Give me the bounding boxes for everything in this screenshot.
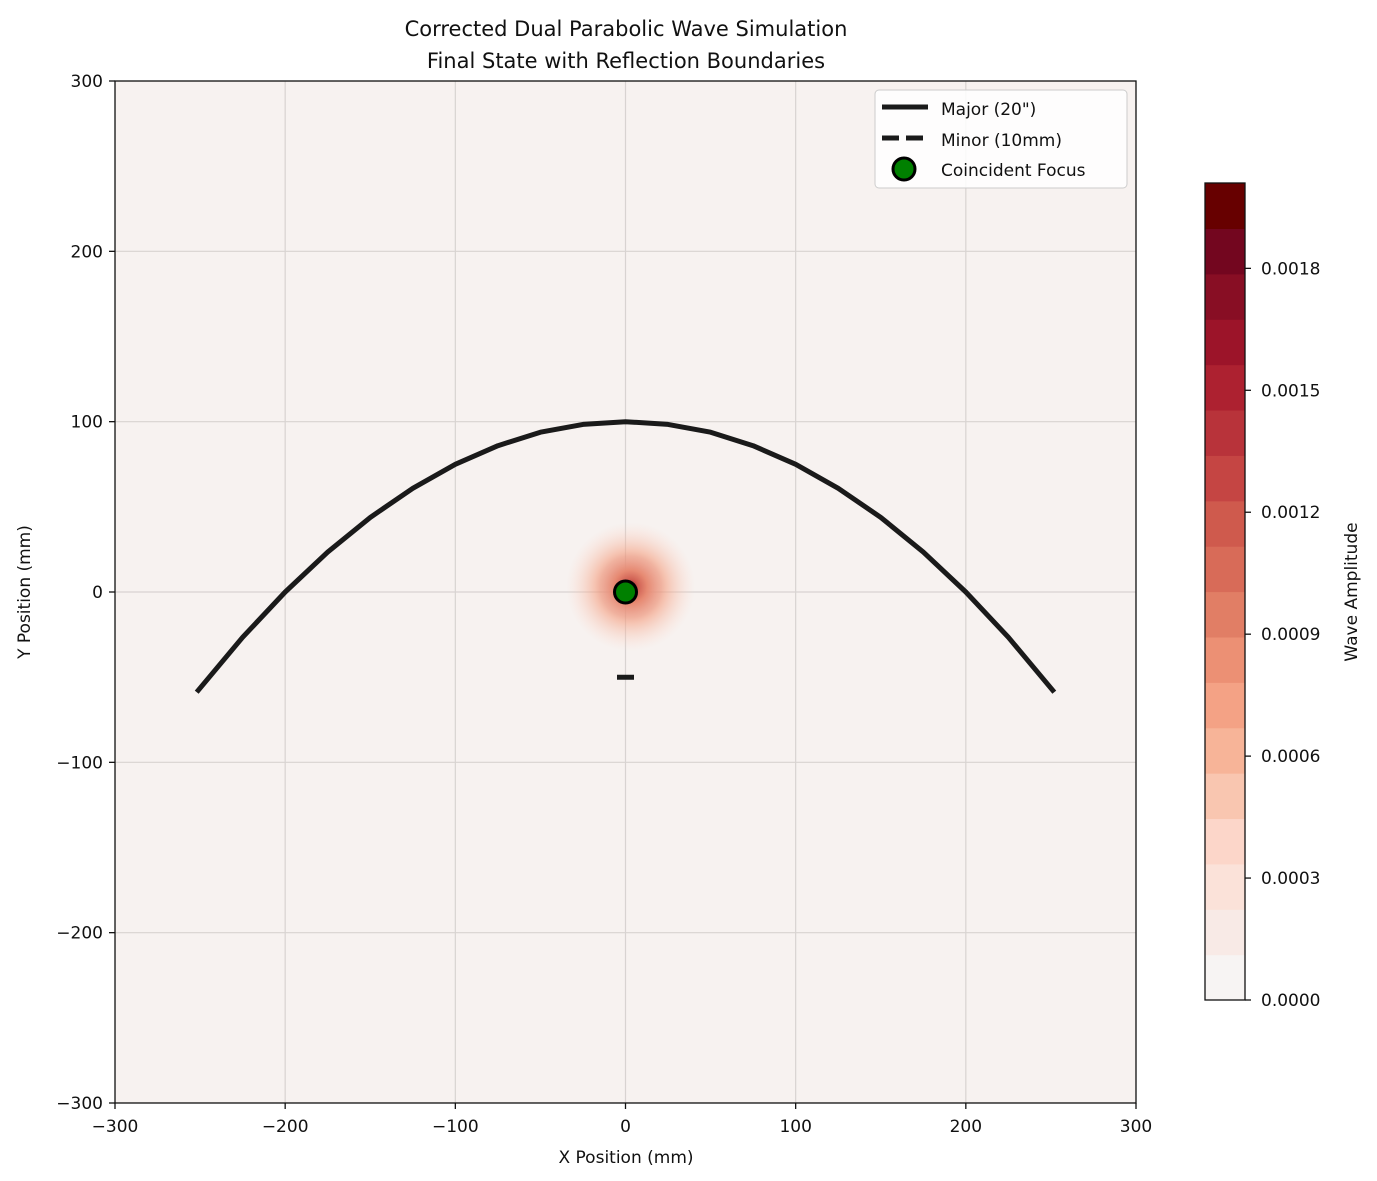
y-tick-label: 200 xyxy=(71,242,103,262)
colorbar-band xyxy=(1205,409,1245,456)
y-tick-label: −300 xyxy=(56,1094,103,1114)
y-tick-label: 100 xyxy=(71,413,103,433)
x-tick-label: 0 xyxy=(620,1117,631,1137)
x-tick-label: 200 xyxy=(950,1117,982,1137)
colorbar-bands xyxy=(1205,183,1245,1001)
y-tick-label: 0 xyxy=(92,583,103,603)
colorbar-band xyxy=(1205,455,1245,502)
points-group xyxy=(613,579,638,605)
colorbar-tick-label: 0.0006 xyxy=(1261,747,1320,767)
colorbar-band xyxy=(1205,727,1245,774)
y-tick-label: −200 xyxy=(56,924,103,944)
colorbar-tick-label: 0.0009 xyxy=(1261,625,1320,645)
colorbar-tick-label: 0.0015 xyxy=(1261,381,1320,401)
x-tick-label: 300 xyxy=(1120,1117,1152,1137)
colorbar-band xyxy=(1205,591,1245,638)
legend-major-label: Major (20") xyxy=(941,100,1036,120)
y-tick-label: 300 xyxy=(71,72,103,92)
colorbar-band xyxy=(1205,183,1245,229)
x-axis-label: X Position (mm) xyxy=(558,1148,693,1168)
colorbar-tick-label: 0.0012 xyxy=(1261,503,1320,523)
legend-focus-marker xyxy=(891,156,917,182)
series-group xyxy=(194,419,1057,694)
colorbar-band xyxy=(1205,954,1245,1001)
colorbar-band xyxy=(1205,228,1245,275)
x-axis: −300 −200 −100 0 100 200 300 xyxy=(92,1103,1152,1137)
coincident-focus-point xyxy=(613,579,638,605)
chart-title: Corrected Dual Parabolic Wave Simulation… xyxy=(405,17,848,73)
major-parabola-line xyxy=(194,419,1057,694)
legend-focus-label: Coincident Focus xyxy=(941,161,1086,181)
colorbar-frame xyxy=(1204,182,1246,1001)
colorbar-band xyxy=(1205,818,1245,865)
colorbar-band xyxy=(1205,500,1245,547)
legend: Major (20") Minor (10mm) Coincident Focu… xyxy=(874,89,1128,189)
x-tick-label: −200 xyxy=(262,1117,309,1137)
colorbar-band xyxy=(1205,909,1245,956)
colorbar-label: Wave Amplitude xyxy=(1342,522,1362,661)
legend-minor-label: Minor (10mm) xyxy=(941,131,1062,151)
colorbar-band xyxy=(1205,773,1245,820)
colorbar-tick-label: 0.0000 xyxy=(1261,991,1320,1011)
colorbar-tick-label: 0.0018 xyxy=(1261,259,1320,279)
legend-box xyxy=(874,89,1128,189)
chart-title-line-2: Final State with Reflection Boundaries xyxy=(427,49,825,73)
colorbar-ticks: 0.0000 0.0003 0.0006 0.0009 0.0012 0.0015 0.00… xyxy=(1245,259,1320,1011)
colorbar-band xyxy=(1205,273,1245,320)
colorbar-band xyxy=(1205,319,1245,366)
y-tick-label: −100 xyxy=(56,753,103,773)
x-tick-label: −100 xyxy=(432,1117,479,1137)
colorbar-band xyxy=(1205,863,1245,910)
colorbar-band xyxy=(1205,682,1245,729)
colorbar: 0.0000 0.0003 0.0006 0.0009 0.0012 0.0015 0.00… xyxy=(1204,182,1362,1011)
chart-title-line-1: Corrected Dual Parabolic Wave Simulation xyxy=(405,17,848,41)
y-axis: −300 −200 −100 0 100 200 300 xyxy=(56,72,115,1114)
colorbar-tick-label: 0.0003 xyxy=(1261,869,1320,889)
x-tick-label: 100 xyxy=(779,1117,811,1137)
colorbar-band xyxy=(1205,636,1245,683)
y-axis-label: Y Position (mm) xyxy=(15,525,35,660)
x-tick-label: −300 xyxy=(92,1117,139,1137)
colorbar-band xyxy=(1205,364,1245,411)
colorbar-band xyxy=(1205,546,1245,593)
